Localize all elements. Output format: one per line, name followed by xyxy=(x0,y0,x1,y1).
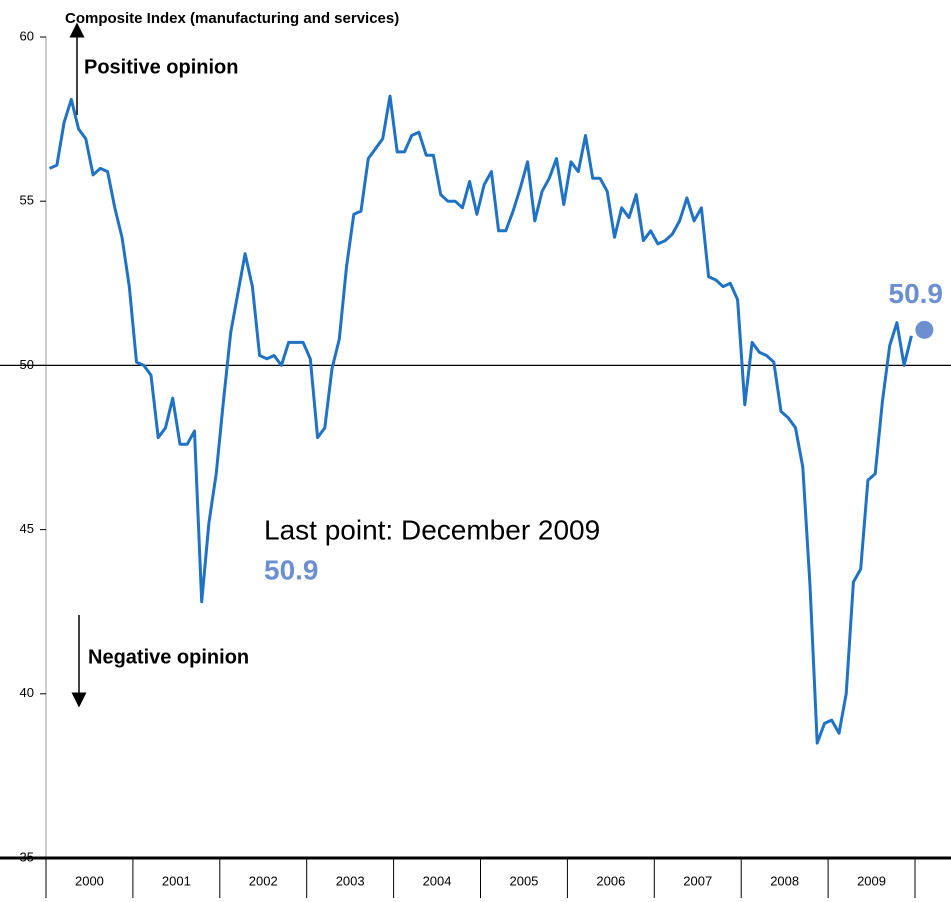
x-tick-label: 2003 xyxy=(336,873,365,888)
last-point-value: 50.9 xyxy=(264,554,319,585)
x-tick-label: 2008 xyxy=(770,873,799,888)
last-point-label: Last point: December 2009 xyxy=(264,514,600,545)
chart-title: Composite Index (manufacturing and servi… xyxy=(65,10,399,27)
x-tick-label: 2006 xyxy=(596,873,625,888)
y-tick-label: 40 xyxy=(20,685,34,700)
last-value-label: 50.9 xyxy=(889,278,944,309)
x-tick-label: 2001 xyxy=(162,873,191,888)
x-tick-label: 2002 xyxy=(249,873,278,888)
last-point-marker xyxy=(915,320,934,339)
line-series xyxy=(48,94,913,745)
positive-label: Positive opinion xyxy=(84,56,238,78)
negative-label: Negative opinion xyxy=(88,646,249,668)
y-tick-label: 50 xyxy=(20,357,34,372)
x-tick-label: 2007 xyxy=(683,873,712,888)
y-tick-label: 60 xyxy=(20,28,34,43)
y-tick-label: 45 xyxy=(20,521,34,536)
x-tick-label: 2005 xyxy=(509,873,538,888)
y-tick-label: 55 xyxy=(20,193,34,208)
x-tick-label: 2004 xyxy=(423,873,452,888)
x-tick-label: 2009 xyxy=(857,873,886,888)
x-tick-label: 2000 xyxy=(75,873,104,888)
